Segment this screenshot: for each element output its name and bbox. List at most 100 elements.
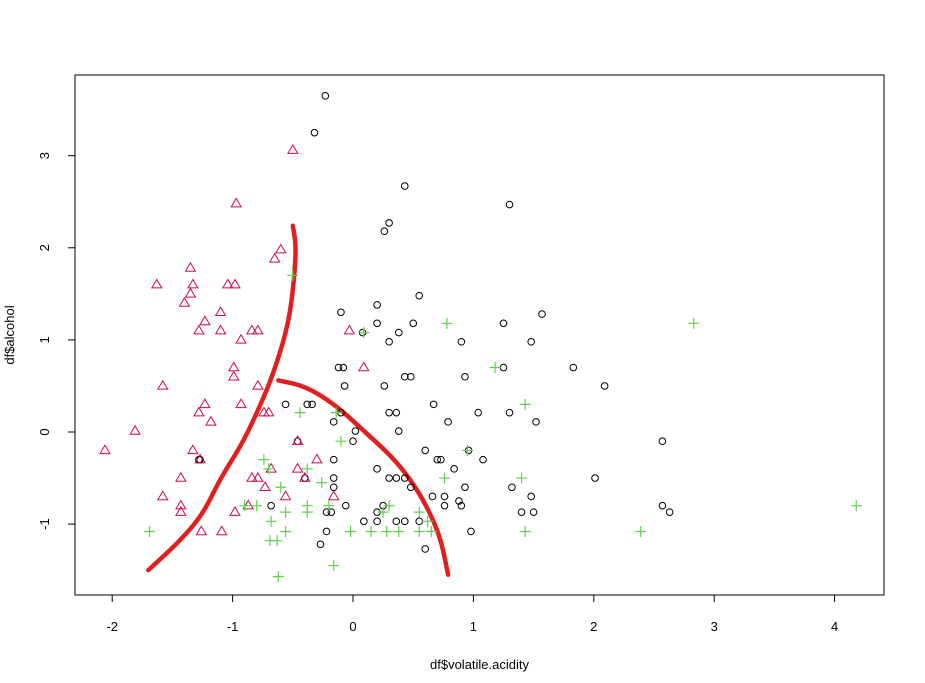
- data-point-circle: [532, 418, 540, 426]
- data-point-triangle: [178, 296, 191, 307]
- data-point-circle: [569, 363, 578, 372]
- data-point-circle: [373, 465, 381, 473]
- data-point-circle: [308, 400, 316, 409]
- data-point-triangle: [291, 435, 304, 445]
- data-point-triangle: [252, 324, 264, 335]
- data-point-triangle: [358, 361, 370, 372]
- data-point-plus: [393, 525, 405, 537]
- data-point-circle: [385, 337, 393, 346]
- data-point-triangle: [199, 315, 211, 326]
- data-point-plus: [263, 463, 275, 475]
- data-point-triangle: [258, 406, 270, 417]
- x-tick-label: 3: [711, 619, 718, 634]
- data-point-triangle: [229, 505, 241, 516]
- data-point-circle: [505, 408, 514, 417]
- data-point-triangle: [242, 499, 255, 510]
- data-point-circle: [341, 501, 350, 510]
- data-point-triangle: [193, 406, 205, 417]
- x-tick-label: -2: [106, 619, 118, 634]
- data-point-circle: [394, 328, 403, 337]
- data-point-triangle: [343, 324, 356, 335]
- data-point-circle: [267, 501, 275, 510]
- data-point-circle: [658, 437, 667, 446]
- data-point-triangle: [262, 406, 275, 417]
- data-point-triangle: [187, 444, 199, 455]
- data-point-plus: [265, 515, 277, 527]
- data-point-plus: [413, 506, 425, 518]
- data-point-circle: [400, 474, 409, 482]
- annotation-curve: [276, 378, 451, 578]
- data-point-circle: [406, 372, 415, 381]
- data-point-triangle: [184, 287, 197, 298]
- data-point-plus: [519, 525, 531, 537]
- data-point-circle: [380, 227, 389, 236]
- annotation-curves: [146, 223, 451, 578]
- data-point-plus: [413, 525, 425, 537]
- data-point-circle: [392, 474, 401, 482]
- data-point-plus: [294, 407, 306, 419]
- data-point-plus: [287, 269, 299, 281]
- data-point-circle: [591, 474, 599, 482]
- data-point-circle: [409, 319, 418, 328]
- data-point-circle: [293, 437, 302, 446]
- data-point-triangle: [99, 444, 111, 455]
- data-point-triangle: [187, 278, 199, 289]
- data-point-plus: [688, 317, 700, 329]
- data-point-circle: [508, 483, 516, 492]
- data-point-triangle: [175, 499, 187, 510]
- data-point-plus: [381, 525, 393, 537]
- data-point-triangle: [194, 453, 206, 464]
- data-point-circle: [334, 363, 343, 372]
- data-point-triangle: [221, 278, 234, 289]
- data-point-circle: [479, 455, 487, 464]
- x-axis-title: df$volatile.acidity: [430, 657, 529, 672]
- data-point-plus: [377, 506, 389, 518]
- data-point-circle: [440, 492, 449, 501]
- data-point-circle: [385, 474, 393, 482]
- data-point-triangle: [215, 525, 228, 536]
- data-point-circle: [421, 545, 430, 553]
- data-point-circle: [329, 474, 338, 482]
- data-point-triangle: [156, 490, 169, 501]
- data-point-plus: [328, 560, 340, 572]
- data-point-circle: [303, 400, 312, 409]
- data-point-triangle: [235, 398, 247, 409]
- data-point-plus: [144, 525, 156, 537]
- data-point-circle: [400, 182, 409, 190]
- data-point-plus: [365, 525, 377, 537]
- data-point-circle: [360, 517, 368, 526]
- data-point-triangle: [229, 278, 241, 289]
- data-point-circle: [457, 337, 466, 346]
- data-point-plus: [358, 327, 370, 339]
- data-point-circle: [499, 363, 508, 372]
- data-point-triangle: [175, 471, 187, 482]
- data-point-triangle: [268, 252, 281, 263]
- data-point-circle: [406, 483, 415, 492]
- data-point-circle: [385, 408, 393, 417]
- data-point-triangle: [230, 197, 243, 208]
- data-point-circle: [658, 501, 667, 510]
- data-point-plus: [301, 463, 313, 475]
- data-point-plus: [439, 472, 451, 484]
- data-point-circle: [337, 308, 345, 317]
- data-point-circle: [322, 527, 331, 536]
- data-point-circle: [373, 319, 381, 328]
- data-point-triangle: [279, 490, 292, 501]
- data-point-circle: [329, 455, 338, 464]
- data-point-circle: [474, 408, 483, 417]
- data-point-circle: [433, 455, 442, 464]
- data-point-circle: [538, 310, 546, 318]
- data-point-plus: [335, 435, 347, 447]
- data-point-plus: [301, 506, 313, 518]
- data-point-circle: [316, 540, 325, 549]
- data-point-plus: [271, 535, 283, 547]
- data-point-triangle: [199, 398, 211, 409]
- annotation-curve: [146, 223, 298, 573]
- x-tick-label: 0: [349, 619, 356, 634]
- data-point-triangle: [274, 243, 287, 254]
- y-tick-label: 1: [37, 336, 52, 343]
- data-point-circle: [444, 418, 452, 426]
- data-point-triangle: [129, 424, 141, 435]
- data-point-circle: [349, 437, 357, 446]
- data-point-circle: [281, 400, 290, 409]
